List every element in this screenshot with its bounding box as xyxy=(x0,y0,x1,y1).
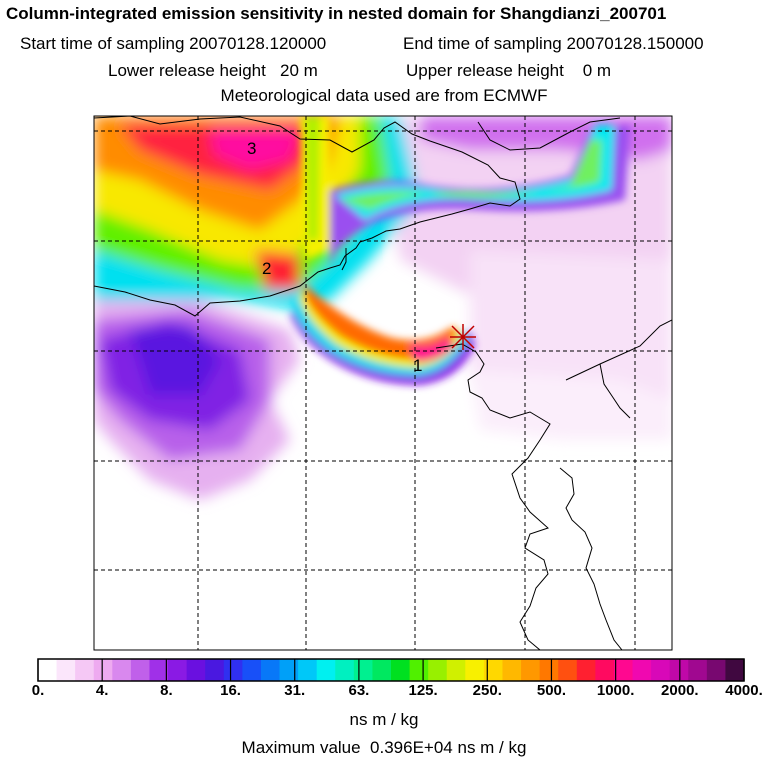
colorbar-tick-label: 500. xyxy=(536,682,567,699)
sensitivity-field xyxy=(94,116,672,650)
trajectory-label-2: 2 xyxy=(262,259,271,278)
trajectory-label-3: 3 xyxy=(247,139,256,158)
colorbar-tick-label: 16. xyxy=(220,682,241,699)
colorbar-tick-label: 31. xyxy=(284,682,306,699)
upper-release-value: 0 m xyxy=(582,61,612,80)
maximum-value: Maximum value 0.396E+04 ns m / kg xyxy=(0,738,768,758)
upper-release-height: Upper release height 0 m xyxy=(406,61,611,81)
colorbar-tick-label: 4. xyxy=(95,682,109,699)
maximum-value-label: Maximum value xyxy=(241,738,361,757)
colorbar-unit: ns m / kg xyxy=(349,710,419,729)
end-time: End time of sampling 20070128.150000 xyxy=(403,34,704,54)
met-data-line: Meteorological data used are from ECMWF xyxy=(220,86,548,105)
start-time-label: Start time of sampling xyxy=(20,34,185,53)
colorbar-tick-label: 125. xyxy=(408,682,438,699)
colorbar-tick-label: 63. xyxy=(348,682,370,699)
colorbar-tick-label: 8. xyxy=(160,682,173,699)
lower-release-label: Lower release height xyxy=(108,61,266,80)
receptor-marker xyxy=(450,324,476,350)
plot-title: Column-integrated emission sensitivity i… xyxy=(6,4,667,23)
colorbar-tick-label: 1000. xyxy=(596,682,635,699)
lower-release-height: Lower release height 20 m xyxy=(108,61,318,81)
upper-release-label: Upper release height xyxy=(406,61,564,80)
coastlines xyxy=(94,116,672,650)
colorbar-tick-label: 4000. xyxy=(725,682,763,699)
end-time-label: End time of sampling xyxy=(403,34,562,53)
trajectory-label-1: 1 xyxy=(413,356,422,375)
colorbar-tick-label: 2000. xyxy=(661,682,699,699)
maximum-value-number: 0.396E+04 ns m / kg xyxy=(370,738,527,757)
grid xyxy=(94,116,672,650)
start-time-value: 20070128.120000 xyxy=(189,34,327,53)
start-time: Start time of sampling 20070128.120000 xyxy=(20,34,326,54)
colorbar-tick-label: 0. xyxy=(31,682,45,699)
end-time-value: 20070128.150000 xyxy=(566,34,704,53)
colorbar-tick-label: 250. xyxy=(472,682,502,699)
map-frame xyxy=(93,115,673,651)
lower-release-value: 20 m xyxy=(280,61,318,80)
